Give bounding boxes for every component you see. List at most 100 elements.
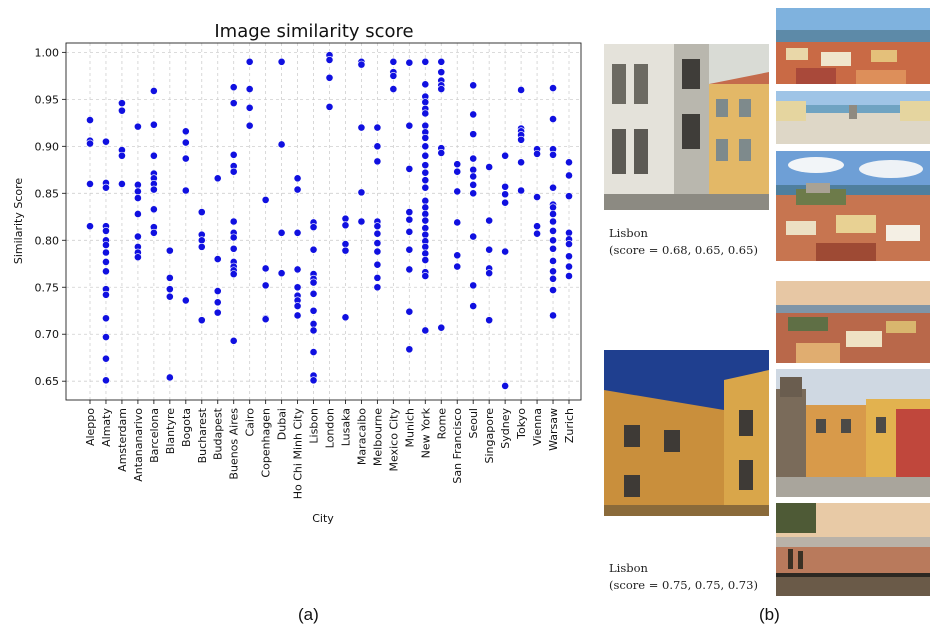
data-point [405, 345, 414, 354]
data-point [485, 163, 494, 171]
x-tick-label: Rome [435, 408, 448, 440]
match-photo-lisbon-castle [776, 151, 930, 261]
data-point [165, 246, 174, 255]
match-photo-lisbon-cathedral [776, 369, 930, 497]
x-tick-label: Vienna [531, 408, 544, 446]
data-point [469, 302, 478, 310]
data-point [565, 228, 573, 237]
data-point [277, 57, 286, 66]
data-point [389, 57, 398, 66]
y-tick-label: 0.75 [35, 281, 60, 294]
data-point [501, 382, 510, 390]
match-photo-lisbon-hillside [776, 281, 930, 363]
data-point [181, 154, 190, 163]
data-point [405, 164, 414, 173]
data-point [325, 56, 334, 64]
data-point [293, 174, 302, 183]
data-point [421, 80, 430, 89]
data-point [549, 274, 557, 283]
x-tick-label: Budapest [212, 407, 225, 460]
data-point [293, 302, 302, 310]
x-tick-label: Bogota [180, 408, 193, 447]
data-point [421, 98, 430, 107]
data-point [341, 214, 350, 223]
data-point [133, 180, 142, 189]
data-point [293, 185, 302, 194]
data-point [245, 85, 254, 93]
x-tick-label: Tokyo [515, 408, 528, 440]
data-point [309, 223, 318, 232]
data-point [549, 84, 557, 92]
data-point [437, 68, 446, 77]
data-point [197, 316, 206, 325]
data-point [421, 242, 430, 251]
data-point [469, 165, 478, 174]
data-point [261, 315, 270, 324]
data-point [261, 195, 270, 204]
data-point [165, 285, 174, 294]
data-point [229, 150, 238, 159]
grid [66, 43, 581, 400]
data-point [133, 187, 142, 196]
data-point [102, 137, 110, 146]
data-point [469, 81, 478, 90]
data-point [309, 326, 318, 335]
data-point [229, 83, 238, 92]
data-point [102, 333, 110, 341]
caption-city: Lisbon [609, 561, 648, 575]
data-point [421, 176, 430, 185]
data-point [421, 142, 430, 151]
data-point [293, 228, 302, 237]
data-point [165, 373, 174, 382]
data-point [501, 151, 510, 160]
data-point [102, 290, 110, 299]
data-point [501, 247, 510, 256]
y-tick-label: 1.00 [35, 46, 60, 59]
data-point [549, 203, 557, 212]
data-point [149, 151, 158, 160]
data-point [133, 194, 142, 202]
data-point [405, 307, 414, 316]
data-point [373, 157, 382, 166]
data-point [261, 264, 270, 273]
data-point [165, 292, 174, 301]
data-point [421, 168, 430, 177]
data-point [102, 354, 110, 363]
match-photo-lisbon-viewpoint [776, 503, 930, 596]
x-tick-label: Almaty [100, 408, 113, 447]
data-point [549, 286, 557, 294]
data-point [149, 185, 158, 194]
data-point [309, 320, 318, 328]
data-point [102, 376, 110, 385]
data-point [549, 115, 557, 123]
data-point [309, 245, 318, 254]
data-point [181, 138, 190, 147]
caption-group-2: Lisbon (score = 0.75, 0.75, 0.73) [609, 560, 758, 594]
data-point [565, 158, 573, 167]
data-point [149, 205, 158, 214]
data-point [309, 289, 318, 298]
data-point [373, 260, 382, 269]
data-point [421, 256, 430, 264]
data-point [133, 122, 142, 131]
x-tick-label: Mexico City [387, 408, 400, 472]
data-point [453, 218, 462, 227]
data-point [549, 226, 557, 235]
x-tick-label: Lisbon [308, 408, 321, 444]
caption-scores: (score = 0.68, 0.65, 0.65) [609, 243, 758, 257]
data-point [517, 86, 525, 94]
data-point [421, 326, 430, 335]
data-point [102, 257, 110, 266]
x-tick-label: Seoul [467, 408, 480, 439]
data-point [197, 236, 206, 245]
data-point [293, 265, 302, 274]
data-point [102, 248, 110, 257]
x-tick-label: Maracaibo [355, 408, 368, 465]
data-point [102, 226, 110, 235]
data-point [149, 87, 158, 95]
data-point [421, 272, 430, 280]
data-point [549, 236, 557, 245]
data-point [437, 57, 446, 66]
caption-scores: (score = 0.75, 0.75, 0.73) [609, 578, 758, 592]
x-tick-label: London [324, 408, 337, 448]
